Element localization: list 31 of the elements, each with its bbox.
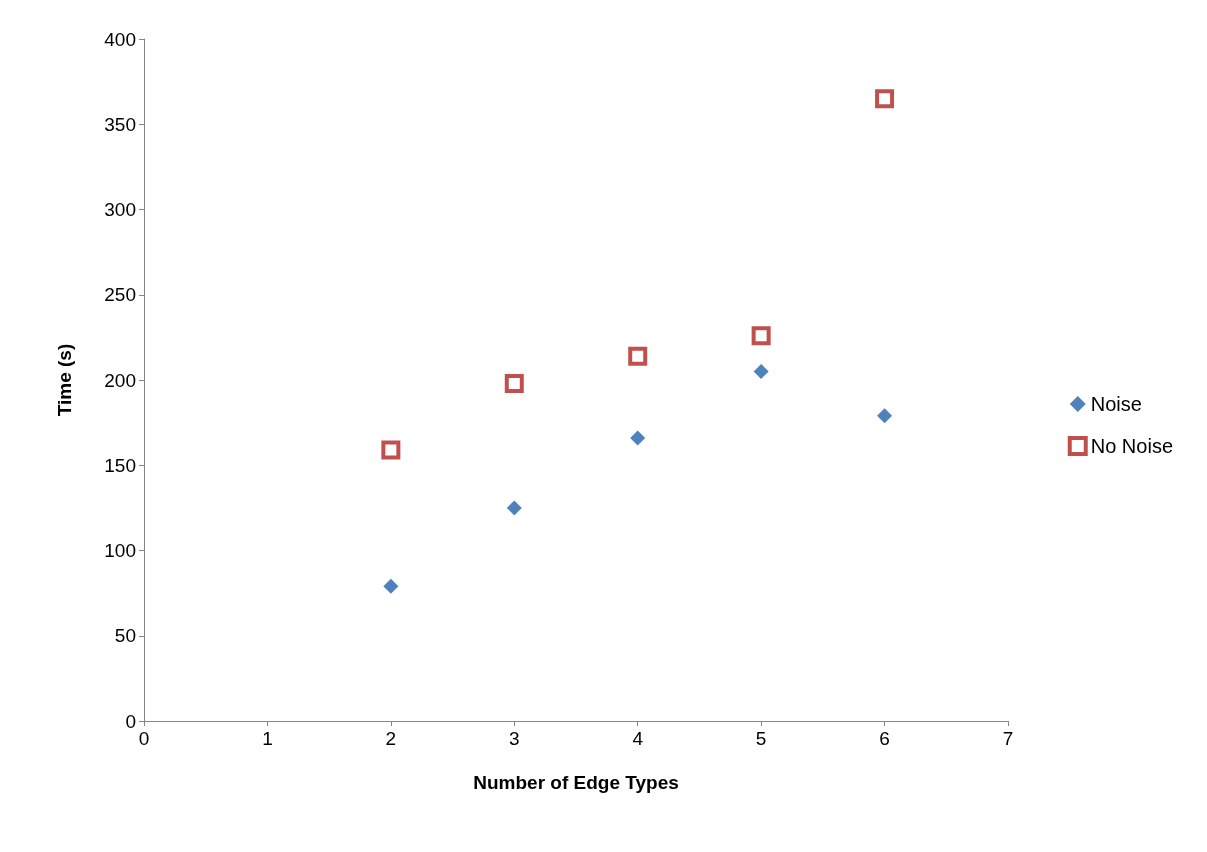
- y-tick-label: 400: [104, 28, 136, 50]
- y-tick-label: 350: [104, 113, 136, 135]
- y-tick-label: 100: [104, 540, 136, 561]
- x-tick-label: 1: [262, 728, 273, 749]
- point: [875, 89, 895, 109]
- legend-label: Noise: [1090, 393, 1142, 415]
- y-tick-label: 50: [114, 625, 136, 647]
- x-tick-label: 0: [138, 728, 150, 749]
- point: [381, 440, 401, 460]
- y-tick-label: 300: [104, 199, 136, 220]
- point: [630, 430, 646, 446]
- point: [751, 326, 771, 346]
- x-tick-label: 5: [755, 728, 767, 749]
- y-tick-label: 200: [104, 369, 136, 391]
- legend-label: No Noise: [1090, 435, 1174, 457]
- point: [383, 578, 399, 594]
- y-axis-title: Time (s): [54, 343, 75, 417]
- point: [506, 500, 522, 516]
- point: [628, 346, 648, 366]
- x-tick-label: 7: [1002, 728, 1014, 749]
- x-tick-label: 6: [879, 728, 890, 749]
- x-axis-title: Number of Edge Types: [473, 772, 679, 793]
- point: [504, 373, 524, 393]
- point: [877, 408, 893, 424]
- y-tick-label: 150: [104, 454, 136, 476]
- y-tick-label: 250: [104, 284, 136, 306]
- x-tick-label: 3: [509, 728, 520, 749]
- point: [753, 363, 769, 379]
- x-tick-label: 4: [632, 728, 644, 749]
- x-tick-label: 2: [385, 728, 397, 749]
- y-tick-label: 0: [125, 710, 136, 732]
